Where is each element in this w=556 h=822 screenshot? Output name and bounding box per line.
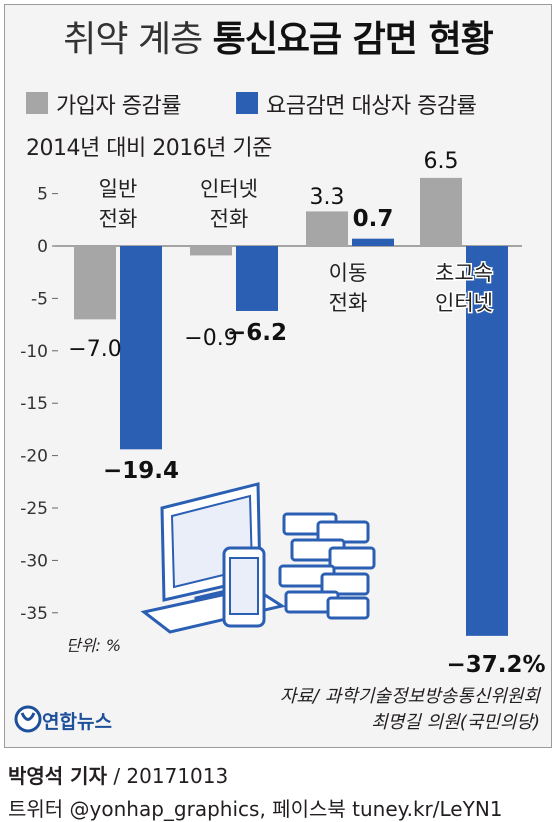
reporter-credit: 박영석 기자 / 20171013 [8, 760, 228, 789]
category-label: 전화 [329, 291, 368, 315]
yonhap-logo-icon [14, 705, 42, 733]
y-tick-label: -35 [20, 604, 48, 624]
y-tick-label: -30 [20, 551, 48, 571]
bar-discount-0 [120, 246, 162, 450]
value-labels: −7.0 −0.9 3.3 6.5 −19.4 −6.2 0.7 −37.2% [68, 149, 545, 678]
title-light: 취약 계층 [63, 19, 203, 60]
category-label: 초고속 [435, 261, 493, 285]
source-line-2: 최명길 의원(국민의당) [371, 712, 540, 733]
source-line-1: 자료/ 과학기술정보방송통신위원회 [279, 686, 540, 707]
value-label: −19.4 [103, 458, 179, 484]
y-tick-label: -5 [31, 289, 48, 309]
bar-discount-1 [236, 246, 278, 311]
social-links: 트위터 @yonhap_graphics, 페이스북 tuney.kr/LeYN… [8, 797, 503, 821]
value-label: −0.9 [184, 326, 237, 351]
bar-discount-2 [352, 238, 394, 246]
value-label: 6.5 [424, 149, 459, 174]
category-label: 일반 [99, 177, 138, 201]
infographic-frame [4, 4, 552, 748]
bars [74, 177, 508, 636]
value-label: 0.7 [353, 206, 394, 232]
value-label: −7.0 [68, 337, 121, 362]
value-label: −6.2 [227, 320, 287, 346]
category-label: 인터넷 [435, 291, 493, 315]
legend-swatch-discount [236, 92, 258, 114]
y-axis-ticks: 5 0 -5 -10 -15 -20 -25 -30 -35 [20, 185, 58, 624]
legend-label-subscribers: 가입자 증감률 [56, 94, 181, 119]
value-label: 3.3 [310, 185, 345, 210]
yonhap-logo-text: 연합뉴스 [42, 711, 112, 733]
y-tick-label: -20 [20, 447, 48, 467]
phone-icon [222, 546, 266, 628]
bar-subscribers-0 [74, 246, 116, 320]
category-label: 인터넷 [200, 177, 258, 201]
reporter-name: 박영석 기자 [8, 764, 107, 788]
y-tick-label: -15 [20, 394, 48, 414]
bar-subscribers-2 [306, 211, 348, 246]
y-tick-label: -25 [20, 499, 48, 519]
credit-date: / 20171013 [106, 764, 229, 788]
bar-subscribers-3 [420, 177, 462, 246]
chart-title: 취약 계층 통신요금 감면 현황 [0, 10, 556, 62]
category-label: 이동 [329, 261, 368, 285]
category-label: 전화 [99, 207, 138, 231]
computer-money-illustration [140, 482, 376, 634]
legend-swatch-subscribers [26, 92, 48, 114]
y-tick-label: 0 [37, 237, 48, 257]
bar-discount-3 [466, 246, 508, 636]
legend-label-discount: 요금감면 대상자 증감률 [266, 94, 477, 119]
value-label: −37.2% [446, 652, 545, 678]
y-tick-label: 5 [37, 185, 48, 205]
bar-subscribers-1 [190, 246, 232, 256]
category-label: 전화 [210, 207, 249, 231]
money-stack-icon [278, 512, 376, 620]
unit-label: 단위: % [66, 636, 122, 655]
title-bold: 통신요금 감면 현황 [212, 19, 494, 60]
y-tick-label: -10 [20, 342, 48, 362]
chart-basis: 2014년 대비 2016년 기준 [26, 136, 272, 161]
